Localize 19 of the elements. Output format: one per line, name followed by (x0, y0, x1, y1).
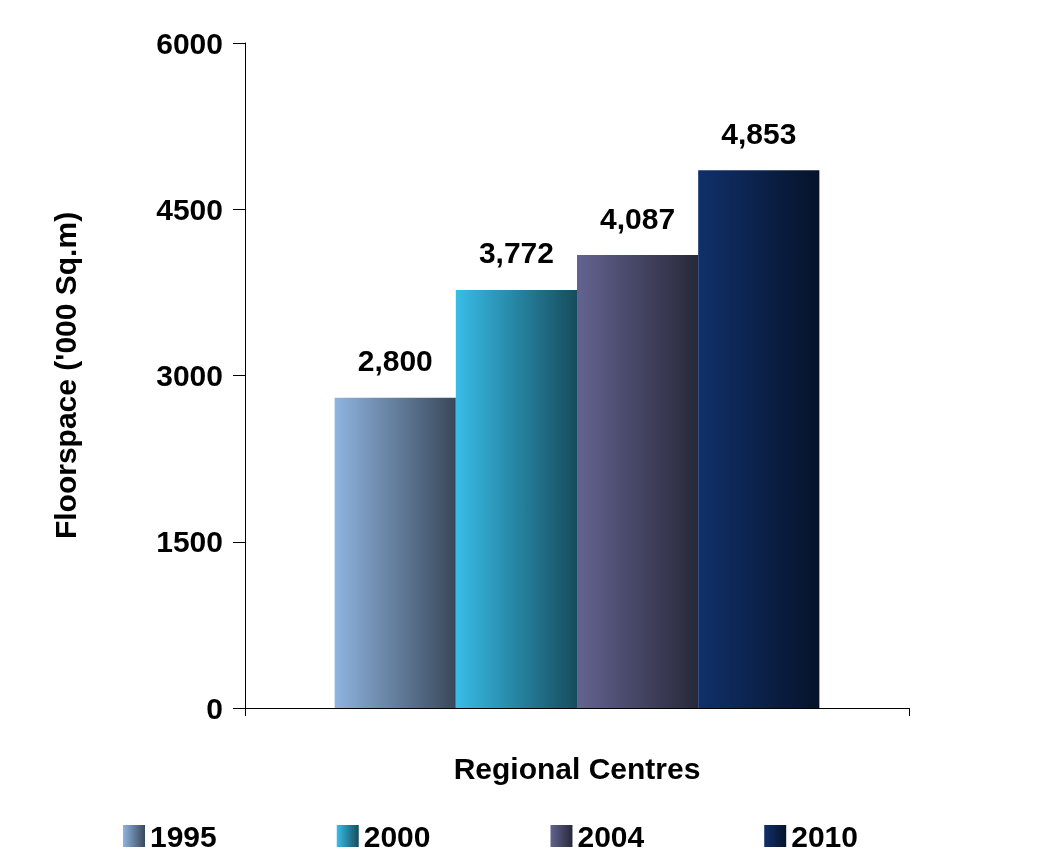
legend-label: 2000 (363, 819, 431, 853)
y-tick-label: 0 (206, 691, 223, 725)
bar (455, 289, 577, 708)
data-label: 4,853 (721, 116, 797, 150)
data-label: 2,800 (357, 344, 433, 378)
legend-label: 2010 (791, 819, 858, 853)
legend-label: 1995 (150, 819, 217, 853)
x-tick-label: Regional Centres (453, 751, 701, 785)
data-label: 4,087 (600, 201, 676, 235)
y-tick-label: 6000 (156, 26, 223, 60)
y-tick-label: 4500 (156, 192, 223, 226)
y-tick-label: 3000 (156, 359, 223, 392)
bar (577, 255, 699, 708)
bar (698, 170, 820, 708)
legend-label: 2004 (577, 819, 645, 853)
y-axis-title: Floorspace ('000 Sq.m) (48, 211, 82, 540)
y-tick-label: 1500 (156, 525, 223, 559)
data-label: 3,772 (478, 236, 554, 270)
bar (334, 397, 456, 708)
